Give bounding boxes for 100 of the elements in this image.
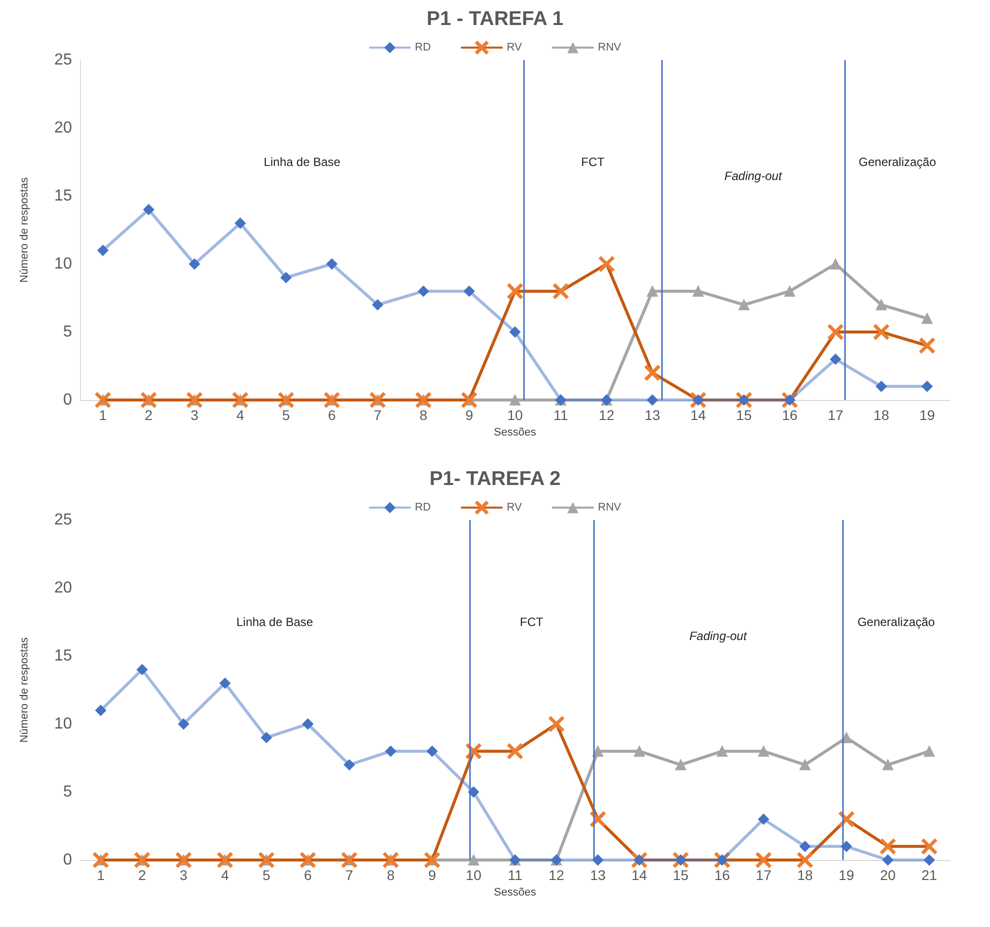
legend-label: RNV <box>598 502 622 514</box>
point <box>716 746 728 757</box>
point <box>188 258 200 270</box>
point <box>510 394 520 406</box>
x-tick-label: 9 <box>465 407 474 423</box>
annotation: Fading-out <box>724 169 782 183</box>
x-tick-label: 13 <box>644 407 660 423</box>
point <box>924 746 935 757</box>
point <box>426 746 438 757</box>
point <box>468 854 480 866</box>
point <box>178 718 190 730</box>
y-tick-label: 5 <box>63 324 72 340</box>
x-tick-label: 4 <box>236 407 244 423</box>
point <box>598 256 614 272</box>
y-tick-label: 15 <box>54 648 72 664</box>
point <box>468 786 480 798</box>
point <box>507 283 523 299</box>
point <box>136 664 148 676</box>
x-tick-label: 1 <box>98 407 107 423</box>
x-tick-label: 16 <box>714 867 730 883</box>
annotation: FCT <box>520 615 544 629</box>
x-tick-label: 18 <box>874 407 890 423</box>
point <box>738 299 750 310</box>
x-tick-label: 19 <box>919 407 936 423</box>
x-tick-label: 15 <box>672 867 689 883</box>
point <box>880 838 896 854</box>
annotation: Generalização <box>858 155 936 169</box>
y-tick-label: 25 <box>54 512 72 528</box>
point <box>800 840 810 852</box>
x-tick-label: 17 <box>828 407 844 423</box>
point <box>800 759 810 770</box>
x-tick-label: 18 <box>797 867 813 883</box>
point <box>95 704 106 716</box>
point <box>922 380 933 392</box>
point <box>828 324 844 340</box>
y-tick-label: 20 <box>54 580 72 596</box>
x-tick-label: 8 <box>386 867 395 883</box>
x-tick-label: 2 <box>138 867 146 883</box>
annotation: Generalização <box>857 615 936 629</box>
y-tick-label: 0 <box>63 392 72 408</box>
legend-label: RNV <box>598 42 622 54</box>
x-tick-label: 21 <box>921 867 938 883</box>
point <box>646 286 658 297</box>
y-tick-label: 15 <box>54 188 72 204</box>
point <box>634 746 645 757</box>
point <box>234 218 246 229</box>
x-tick-label: 5 <box>282 407 290 423</box>
point <box>344 759 355 770</box>
point <box>922 312 933 324</box>
x-tick-label: 19 <box>838 867 854 883</box>
legend-label: RV <box>506 502 523 514</box>
x-tick-label: 12 <box>598 407 615 423</box>
point <box>644 365 660 381</box>
x-axis-title: Sessões <box>494 886 537 898</box>
point <box>220 678 230 689</box>
x-tick-label: 7 <box>345 867 354 883</box>
point <box>326 258 338 270</box>
point <box>280 272 292 284</box>
point <box>840 840 852 852</box>
point <box>646 394 658 406</box>
annotation: Linha de Base <box>264 155 341 169</box>
x-tick-label: 5 <box>262 867 271 883</box>
x-tick-label: 3 <box>190 407 199 423</box>
point <box>385 746 396 757</box>
point <box>553 283 569 299</box>
point <box>882 854 894 866</box>
x-tick-label: 14 <box>631 867 648 883</box>
point <box>758 746 770 757</box>
point <box>924 854 935 866</box>
point <box>372 299 384 310</box>
point <box>882 759 894 770</box>
legend-label: RD <box>414 42 431 54</box>
point <box>756 852 772 868</box>
legend-label: RD <box>414 502 431 514</box>
x-tick-label: 1 <box>96 867 105 883</box>
point <box>830 354 842 365</box>
point <box>874 324 890 340</box>
x-tick-label: 9 <box>428 867 436 883</box>
point <box>143 204 154 216</box>
point <box>922 838 938 854</box>
x-tick-label: 13 <box>590 867 606 883</box>
point <box>675 759 686 770</box>
x-tick-label: 14 <box>690 407 706 423</box>
point <box>260 732 272 744</box>
y-tick-label: 25 <box>54 52 72 68</box>
x-tick-label: 17 <box>756 867 772 883</box>
y-tick-label: 10 <box>54 716 72 732</box>
point <box>302 718 314 730</box>
point <box>464 286 475 297</box>
point <box>797 852 813 868</box>
point <box>510 326 520 338</box>
chart-title: P1- TAREFA 2 <box>429 468 561 490</box>
x-tick-label: 3 <box>180 867 188 883</box>
y-tick-label: 10 <box>54 256 72 272</box>
chart-title: P1 - TAREFA 1 <box>426 8 564 30</box>
point <box>418 286 429 297</box>
point <box>784 286 796 297</box>
point <box>97 244 108 256</box>
x-tick-label: 10 <box>507 407 523 423</box>
x-tick-label: 15 <box>736 407 752 423</box>
